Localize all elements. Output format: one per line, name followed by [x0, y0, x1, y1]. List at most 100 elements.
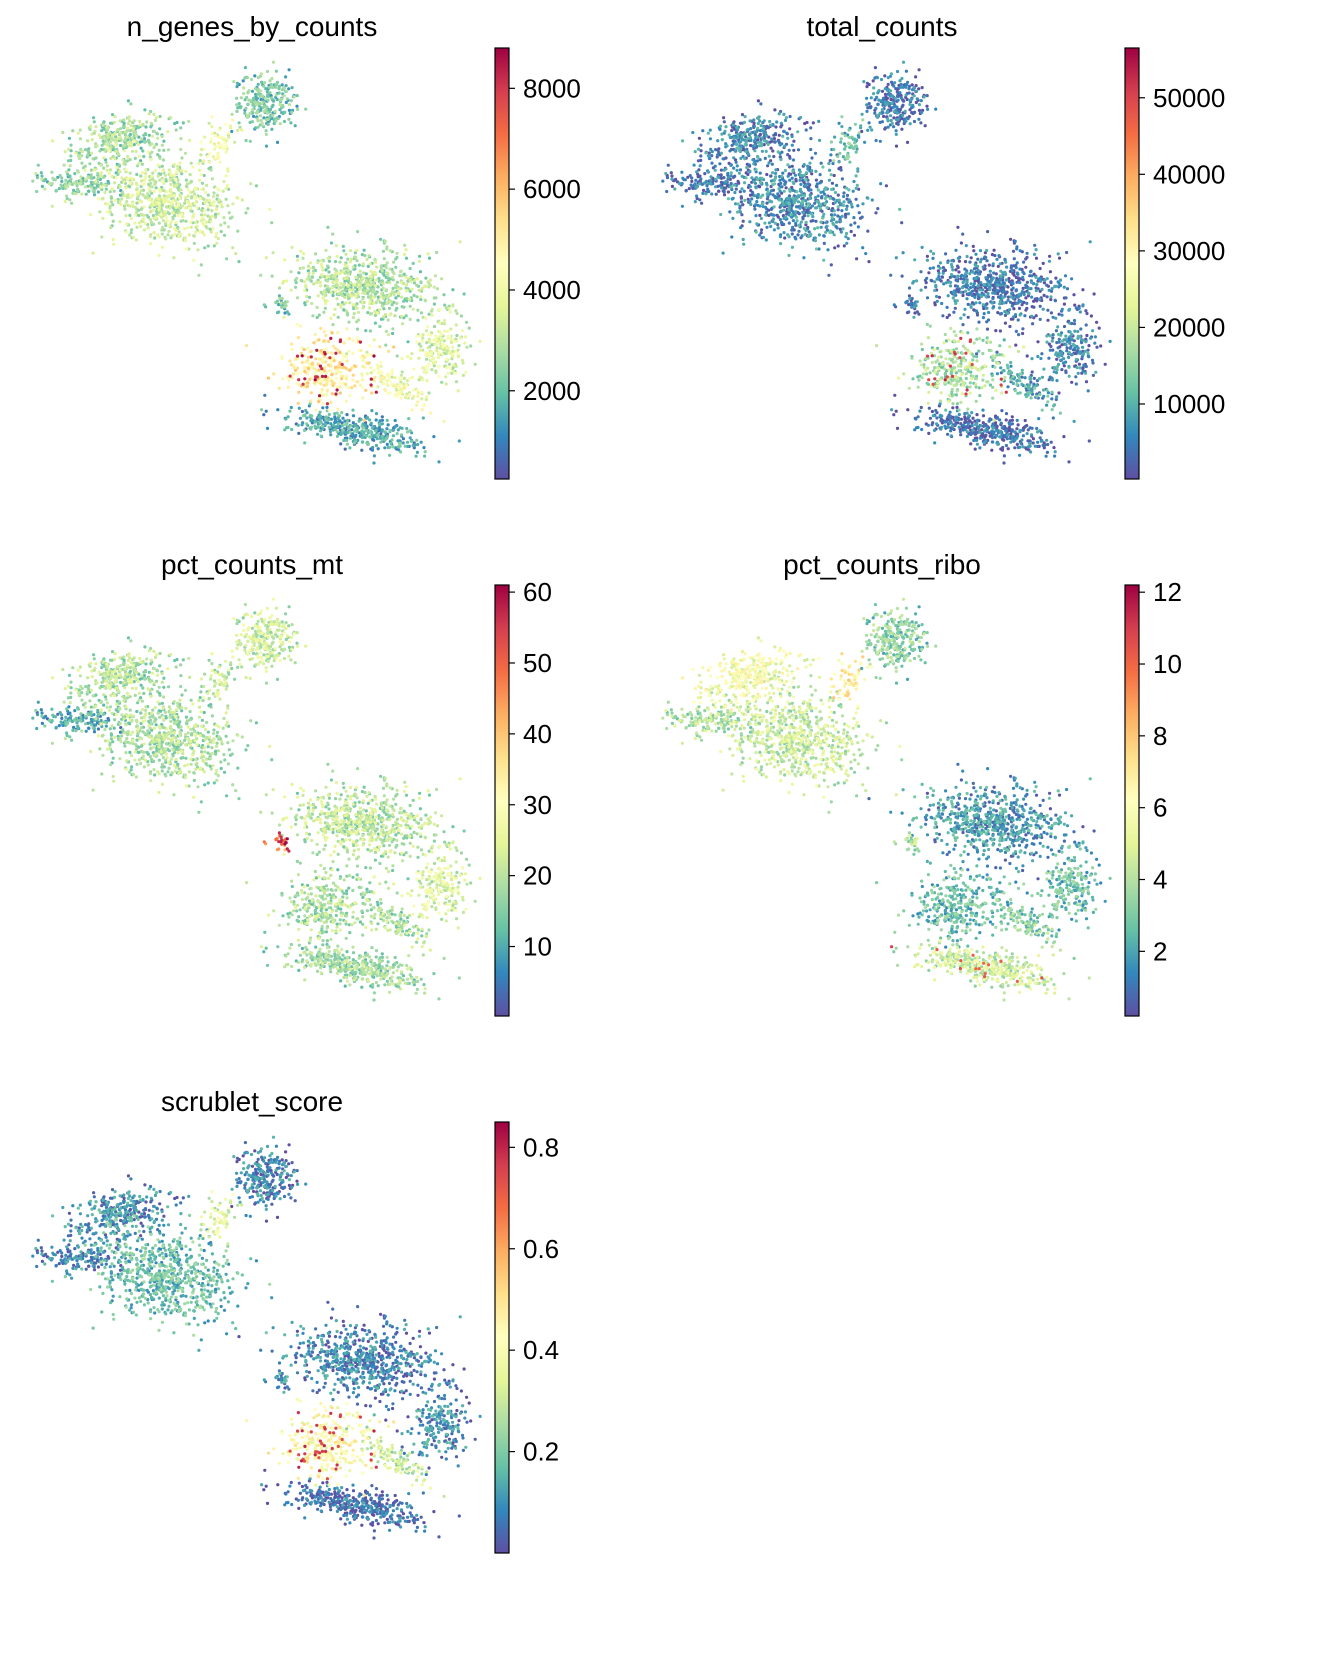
- scatter-point: [200, 215, 204, 220]
- scatter-point: [997, 254, 1001, 258]
- scatter-point: [203, 190, 208, 195]
- scatter-point: [776, 192, 780, 196]
- scatter-point: [303, 377, 307, 381]
- scatter-point: [152, 129, 156, 134]
- scatter-point: [399, 380, 403, 384]
- scatter-point: [463, 341, 467, 345]
- scatter-point: [394, 265, 398, 269]
- scatter-point: [300, 354, 304, 358]
- scatter-point: [393, 418, 397, 423]
- scatter-point: [278, 102, 282, 107]
- scatter-point: [801, 217, 805, 221]
- scatter-point: [338, 381, 342, 385]
- scatter-point: [447, 351, 451, 355]
- scatter-point: [339, 282, 343, 286]
- scatter-point: [295, 104, 299, 108]
- scatter-point: [424, 352, 428, 357]
- scatter-point: [298, 371, 302, 375]
- scatter-point: [354, 276, 358, 280]
- scatter-point: [434, 296, 438, 300]
- scatter-point: [342, 438, 346, 443]
- scatter-point: [344, 309, 348, 313]
- scatter-point: [110, 113, 115, 117]
- scatter-point: [925, 276, 929, 280]
- scatter-point: [320, 259, 324, 263]
- scatter-point: [131, 201, 135, 205]
- scatter-point: [256, 82, 260, 86]
- scatter-point: [361, 306, 365, 310]
- scatter-point: [266, 122, 270, 126]
- scatter-point: [1038, 317, 1042, 321]
- scatter-point: [198, 196, 202, 200]
- scatter-point: [65, 185, 69, 189]
- scatter-point: [284, 417, 288, 421]
- scatter-point: [391, 331, 395, 336]
- scatter-point: [368, 429, 372, 433]
- scatter-point: [1030, 370, 1034, 374]
- scatter-point: [969, 256, 973, 260]
- scatter-point: [333, 365, 338, 369]
- scatter-point: [405, 297, 409, 301]
- scatter-point: [1062, 324, 1067, 329]
- scatter-point: [248, 111, 252, 115]
- scatter-point: [209, 230, 213, 234]
- scatter-point: [35, 176, 40, 180]
- scatter-point: [86, 175, 90, 179]
- scatter-point: [739, 226, 743, 230]
- scatter-point: [388, 313, 392, 317]
- scatter-point: [427, 340, 431, 344]
- scatter-point: [303, 280, 307, 284]
- scatter-point: [164, 237, 168, 241]
- scatter-point: [1024, 308, 1028, 312]
- scatter-point: [161, 169, 165, 173]
- scatter-point: [428, 411, 432, 415]
- scatter-point: [345, 423, 349, 427]
- scatter-point: [183, 239, 187, 243]
- scatter-point: [940, 275, 944, 279]
- scatter-point: [1004, 443, 1009, 448]
- scatter-point: [151, 171, 155, 175]
- scatter-point: [330, 392, 334, 396]
- scatter-point: [290, 347, 294, 352]
- scatter-point: [79, 178, 83, 182]
- scatter-point: [966, 422, 970, 426]
- scatter-point: [287, 103, 291, 107]
- scatter-point: [391, 275, 395, 279]
- scatter-point: [369, 274, 373, 278]
- scatter-point: [289, 288, 293, 292]
- scatter-point: [277, 303, 281, 307]
- scatter-point: [67, 136, 71, 140]
- scatter-point: [365, 288, 369, 292]
- scatter-point: [1002, 438, 1006, 442]
- scatter-point: [454, 371, 458, 375]
- scatter-point: [707, 151, 711, 155]
- scatter-point: [410, 352, 414, 356]
- scatter-point: [105, 210, 110, 214]
- scatter-point: [388, 445, 392, 449]
- scatter-point: [166, 148, 171, 152]
- scatter-point: [126, 126, 130, 130]
- scatter-point: [415, 403, 419, 407]
- scatter-point: [382, 307, 386, 311]
- scatter-point: [270, 221, 274, 225]
- scatter-point: [360, 301, 364, 305]
- scatter-point: [718, 162, 722, 166]
- scatter-point: [391, 428, 395, 432]
- scatter-point: [998, 418, 1002, 422]
- scatter-point: [861, 246, 865, 250]
- scatter-point: [469, 344, 473, 348]
- scatter-point: [1014, 288, 1019, 292]
- scatter-point: [665, 176, 670, 180]
- scatter-point: [105, 125, 109, 129]
- scatter-point: [456, 351, 460, 356]
- scatter-point: [114, 176, 118, 180]
- scatter-point: [1025, 255, 1029, 259]
- scatter-point: [440, 333, 444, 337]
- scatter-point: [995, 415, 1000, 420]
- scatter-point: [152, 203, 156, 207]
- scatter-point: [220, 135, 224, 139]
- scatter-point: [773, 132, 778, 136]
- scatter-point: [306, 381, 310, 385]
- scatter-point: [373, 270, 377, 274]
- scatter-point: [805, 120, 809, 125]
